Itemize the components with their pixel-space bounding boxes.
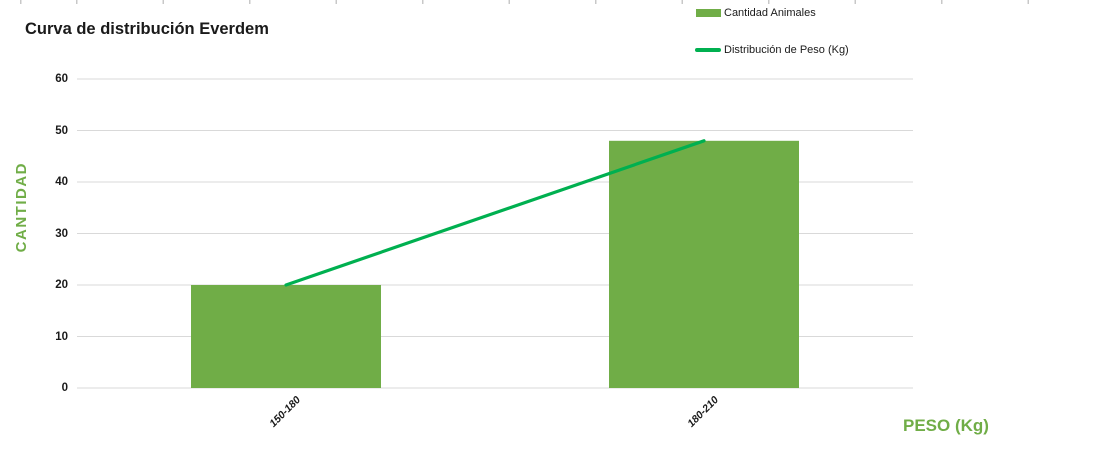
bar-150-180[interactable] [191,285,381,388]
bar-swatch-icon [696,9,721,17]
legend-item-cantidad-animales[interactable]: Cantidad Animales [696,7,816,19]
y-tick-label: 0 [61,382,68,394]
line-series[interactable] [284,139,706,287]
y-tick-label: 30 [55,227,68,240]
y-axis-labels: 0 10 20 30 40 50 60 [0,0,68,476]
legend-label: Distribución de Peso (Kg) [724,44,849,56]
x-axis-title: PESO (Kg) [903,416,989,435]
chart-title: Curva de distribución Everdem [25,20,269,38]
y-axis-title: CANTIDAD [13,162,30,253]
bar-180-210[interactable] [609,140,799,388]
top-ruler-ticks [0,0,1094,4]
legend-label: Cantidad Animales [724,7,816,19]
y-tick-label: 50 [55,124,68,137]
y-tick-label: 60 [55,73,68,85]
y-tick-label: 20 [55,279,68,291]
y-tick-label: 40 [55,176,68,188]
legend-item-distribucion-peso[interactable]: Distribución de Peso (Kg) [695,44,849,56]
line-swatch-icon [695,48,721,52]
y-tick-label: 10 [55,330,68,343]
